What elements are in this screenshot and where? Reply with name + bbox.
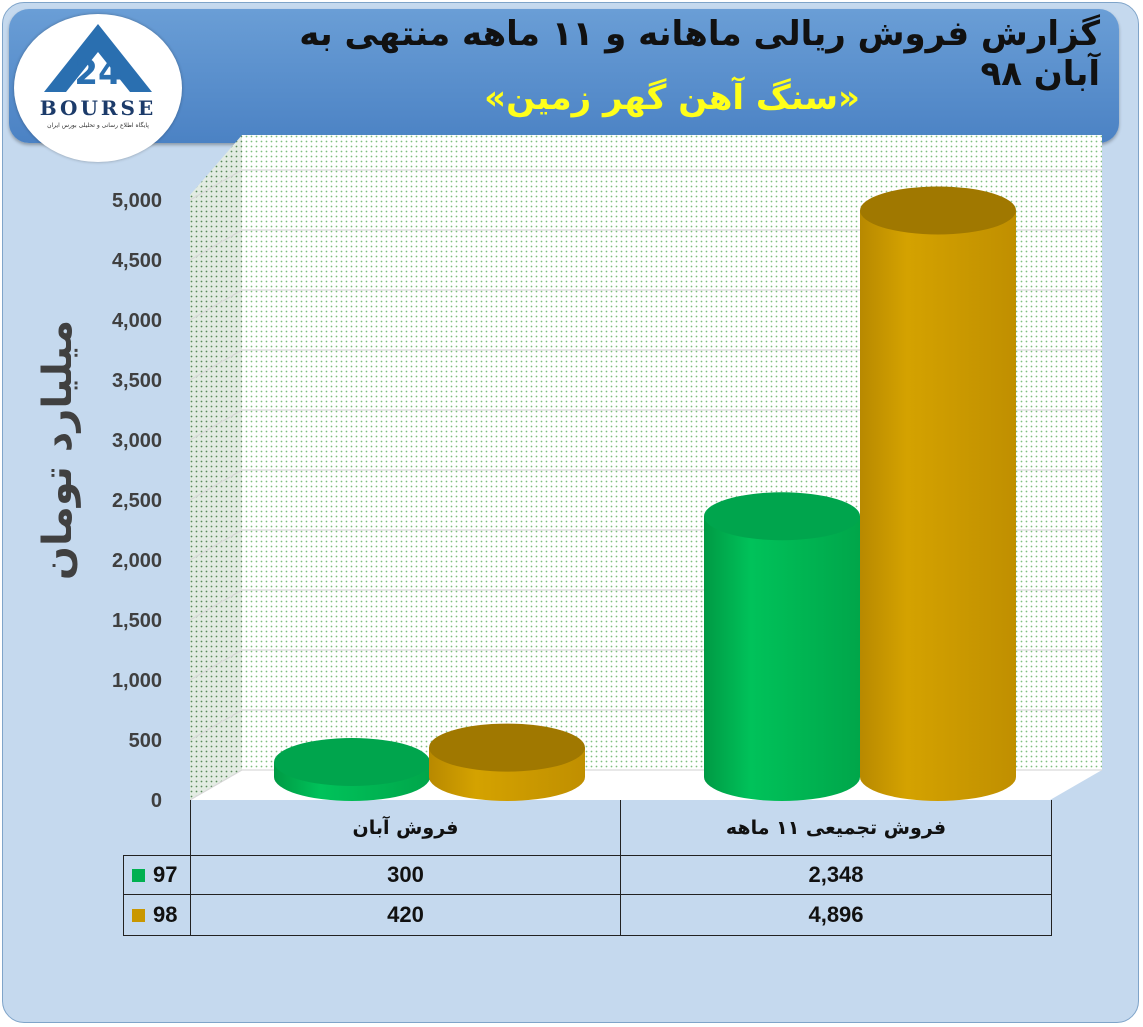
chart-title: گزارش فروش ریالی ماهانه و ۱۱ ماهه منتهی … xyxy=(299,14,1100,94)
bar xyxy=(274,738,430,801)
y-tick-label: 1,500 xyxy=(112,610,162,632)
y-axis-ticks: 0 500 1,000 1,500 2,000 2,500 3,000 3,500 4,000 4… xyxy=(112,190,162,812)
gridline xyxy=(189,169,1102,201)
bars xyxy=(274,186,1016,802)
bar-top xyxy=(274,738,430,786)
gridline xyxy=(189,289,1102,321)
data-label: 300 xyxy=(190,855,621,895)
legend-key-98: 98 xyxy=(123,894,191,936)
y-tick-label: 3,500 xyxy=(112,370,162,392)
bar-top xyxy=(429,723,585,772)
bar-top xyxy=(704,492,860,541)
series-name: 97 xyxy=(153,862,178,887)
bar-top xyxy=(860,186,1016,235)
data-label: 420 xyxy=(190,894,621,936)
y-tick-label: 4,000 xyxy=(112,310,162,332)
side-wall xyxy=(190,135,242,800)
category-label: فروش آبان xyxy=(190,800,621,856)
title-banner xyxy=(9,9,1119,143)
logo-wordmark: BOURSE xyxy=(39,96,157,120)
data-label: 4,896 xyxy=(620,894,1052,936)
gridline xyxy=(189,469,1102,501)
y-tick-label: 0 xyxy=(151,790,162,812)
bourse-logo: 24 BOURSE پایگاه اطلاع رسانی و تحلیلی بو… xyxy=(14,14,182,162)
series-name: 98 xyxy=(153,902,178,927)
gridline xyxy=(189,229,1102,261)
y-tick-label: 5,000 xyxy=(112,190,162,212)
gridline xyxy=(189,409,1102,441)
svg-text:24: 24 xyxy=(74,53,121,93)
logo-tagline: پایگاه اطلاع رسانی و تحلیلی بورس ایران xyxy=(47,122,149,129)
y-tick-label: 1,000 xyxy=(112,670,162,692)
legend-key-97: 97 xyxy=(123,855,191,895)
y-tick-label: 3,000 xyxy=(112,430,162,452)
y-tick-label: 2,000 xyxy=(112,550,162,572)
bar-body xyxy=(860,210,1016,802)
legend-swatch-98 xyxy=(132,908,145,922)
legend-swatch-97 xyxy=(132,868,145,882)
chart-subtitle: «سنگ آهن گهر زمین» xyxy=(484,78,860,118)
bar xyxy=(704,492,860,801)
category-label: فروش تجمیعی ۱۱ ماهه xyxy=(620,800,1052,856)
bar-body xyxy=(704,516,860,801)
logo-mark-icon: 24 xyxy=(44,24,152,93)
y-tick-label: 4,500 xyxy=(112,250,162,272)
bar xyxy=(429,723,585,801)
y-tick-label: 500 xyxy=(129,730,162,752)
y-tick-label: 2,500 xyxy=(112,490,162,512)
gridline xyxy=(189,349,1102,381)
data-label: 2,348 xyxy=(620,855,1052,895)
bar xyxy=(860,186,1016,802)
